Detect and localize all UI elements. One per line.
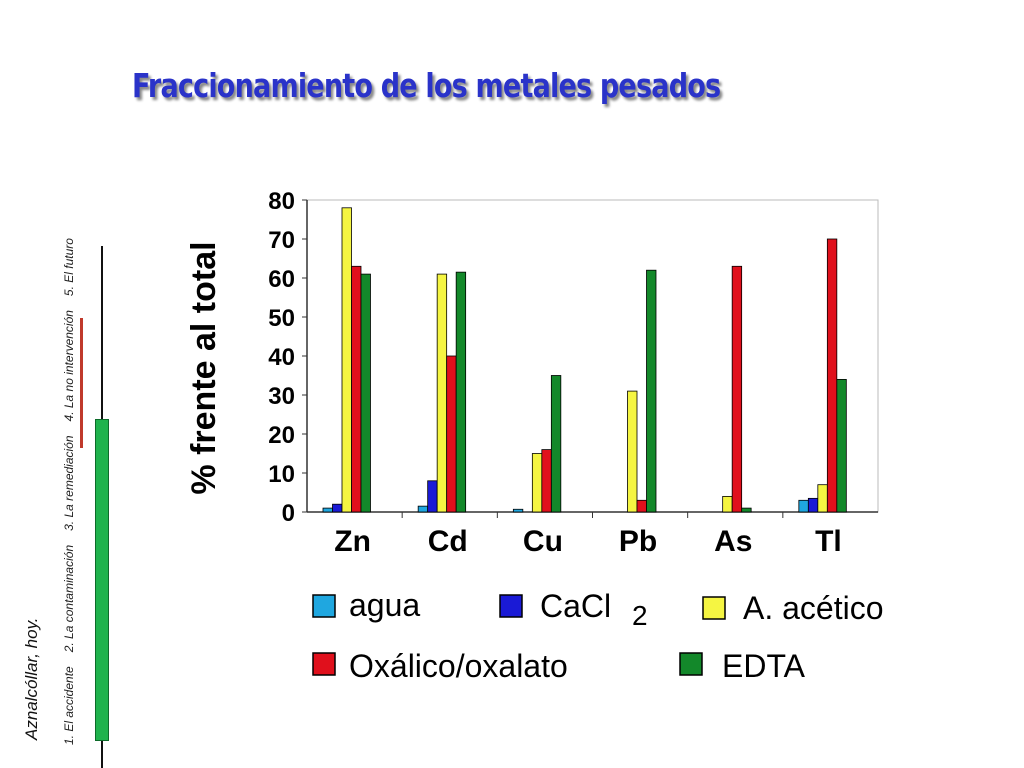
- bar-cd-1: [427, 480, 438, 513]
- y-tick-label: 0: [282, 500, 295, 527]
- bar-tl-0: [798, 499, 809, 513]
- x-tick-label: Cu: [523, 525, 563, 558]
- legend-label-2: A. acético: [743, 590, 884, 626]
- legend-subscript-1: 2: [632, 600, 648, 631]
- legend-label-4: EDTA: [722, 648, 806, 684]
- bar-pb-4: [646, 269, 657, 513]
- legend-label-0: agua: [349, 587, 420, 623]
- y-tick-label: 20: [268, 422, 295, 449]
- bar-zn-4: [360, 273, 371, 513]
- y-tick-label: 60: [268, 266, 295, 293]
- y-tick-label: 30: [268, 383, 295, 410]
- legend-label-3: Oxálico/oxalato: [349, 648, 568, 684]
- x-tick-label: Zn: [334, 525, 371, 558]
- bar-zn-0: [322, 507, 333, 513]
- x-tick-label: Pb: [619, 525, 657, 558]
- legend-swatch-4: [679, 652, 703, 676]
- legend-swatch-1: [499, 594, 523, 618]
- bar-pb-3: [636, 499, 647, 513]
- bar-cd-0: [417, 505, 429, 513]
- legend-label-1: CaCl: [540, 588, 611, 624]
- x-tick-label: Cd: [428, 525, 468, 558]
- bar-as-4: [741, 507, 752, 513]
- bar-cu-3: [541, 449, 552, 513]
- bar-cd-2: [436, 273, 448, 513]
- plot-area: [306, 199, 879, 513]
- bar-tl-4: [836, 378, 847, 513]
- y-tick-label: 40: [268, 344, 295, 371]
- slide-title: Fraccionamiento de los metales pesados: [132, 66, 721, 105]
- legend-swatch-3: [312, 652, 336, 676]
- bar-zn-1: [332, 503, 343, 513]
- bar-zn-3: [351, 265, 362, 513]
- y-tick-label: 80: [268, 188, 295, 215]
- legend-swatch-0: [312, 594, 336, 618]
- x-tick-label: As: [714, 525, 752, 558]
- current-section-marker: [80, 318, 83, 448]
- bar-tl-2: [817, 484, 828, 513]
- bar-tl-3: [826, 238, 838, 513]
- bar-pb-2: [627, 390, 638, 513]
- y-tick-label: 70: [268, 227, 295, 254]
- bar-as-2: [722, 495, 733, 513]
- legend-swatch-2: [702, 596, 726, 620]
- bar-zn-2: [341, 207, 352, 513]
- y-axis-label: % frente al total: [185, 241, 223, 494]
- bar-cu-2: [531, 453, 543, 513]
- y-tick-label: 50: [268, 305, 295, 332]
- bar-as-3: [731, 265, 743, 513]
- bar-cd-4: [455, 271, 467, 513]
- bar-cu-0: [512, 508, 524, 513]
- y-tick-label: 10: [268, 461, 295, 488]
- progress-bar: [95, 419, 109, 741]
- bar-cd-3: [446, 355, 457, 513]
- x-tick-label: Tl: [815, 525, 842, 558]
- bar-cu-4: [550, 375, 562, 513]
- bar-tl-1: [807, 497, 819, 513]
